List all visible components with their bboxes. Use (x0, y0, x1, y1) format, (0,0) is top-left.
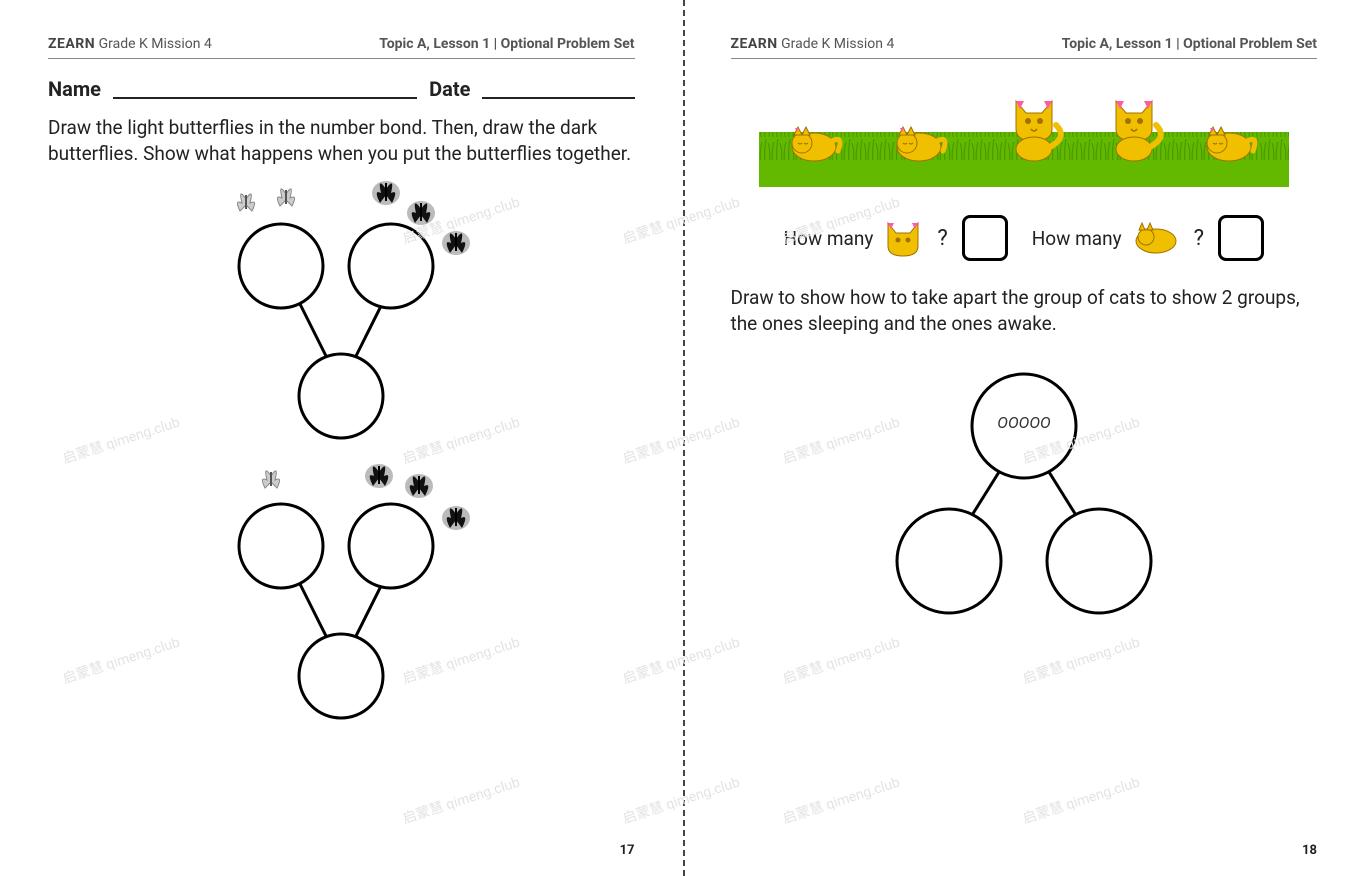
how-many-row: How many ? How many ? (731, 215, 1318, 261)
number-bond-cats: OOOOO (731, 356, 1318, 636)
how-many-label: How many (1032, 227, 1122, 250)
question-mark: ? (937, 226, 947, 251)
light-butterfly-icon (238, 194, 255, 211)
how-many-sleeping: How many ? (1032, 215, 1264, 261)
dark-butterfly-icon (407, 201, 435, 225)
brand: ZEARN (731, 36, 778, 52)
header-right: Topic A, Lesson 1 | Optional Problem Set (1062, 36, 1317, 52)
page-spread: ZEARN Grade K Mission 4 Topic A, Lesson … (0, 0, 1365, 876)
top-marks: OOOOO (997, 413, 1051, 432)
question-mark: ? (1194, 226, 1204, 251)
page-divider (683, 0, 685, 876)
page-number-right: 18 (1302, 843, 1317, 858)
light-butterfly-icon (278, 189, 295, 206)
header-left: ZEARN Grade K Mission 4 (731, 36, 895, 52)
bond1-svg (161, 176, 521, 456)
number-bond-1 (48, 176, 635, 456)
dark-butterfly-icon (442, 231, 470, 255)
header-right: Topic A, Lesson 1 | Optional Problem Set (379, 36, 634, 52)
date-label: Date (429, 77, 470, 101)
bond-cats-svg: OOOOO (864, 356, 1184, 636)
awake-cat-icon (883, 216, 923, 260)
how-many-label: How many (783, 227, 873, 250)
how-many-awake: How many ? (783, 215, 1007, 261)
date-field[interactable] (482, 75, 634, 99)
answer-box-awake[interactable] (962, 215, 1008, 261)
grade: Grade K Mission 4 (781, 36, 894, 52)
answer-box-sleeping[interactable] (1218, 215, 1264, 261)
number-bond-2 (48, 456, 635, 736)
name-field[interactable] (113, 75, 417, 99)
instructions-left: Draw the light butterflies in the number… (48, 115, 635, 166)
bond2-svg (161, 456, 521, 736)
light-butterfly-icon (263, 471, 280, 488)
name-label: Name (48, 77, 101, 101)
cat-scene (759, 77, 1289, 187)
dark-butterfly-icon (442, 506, 470, 530)
page-right: ZEARN Grade K Mission 4 Topic A, Lesson … (683, 0, 1365, 876)
grade: Grade K Mission 4 (99, 36, 212, 52)
brand: ZEARN (48, 36, 95, 52)
dark-butterfly-icon (405, 474, 433, 498)
dark-butterfly-icon (372, 181, 400, 205)
header-left: ZEARN Grade K Mission 4 (48, 36, 212, 52)
name-date-row: Name Date (48, 77, 635, 101)
dark-butterfly-icon (365, 464, 393, 488)
page-header: ZEARN Grade K Mission 4 Topic A, Lesson … (48, 36, 635, 59)
page-number-left: 17 (620, 843, 635, 858)
instructions-right: Draw to show how to take apart the group… (731, 285, 1318, 336)
page-header: ZEARN Grade K Mission 4 Topic A, Lesson … (731, 36, 1318, 59)
sleeping-cat-icon (1132, 221, 1180, 255)
page-left: ZEARN Grade K Mission 4 Topic A, Lesson … (0, 0, 683, 876)
